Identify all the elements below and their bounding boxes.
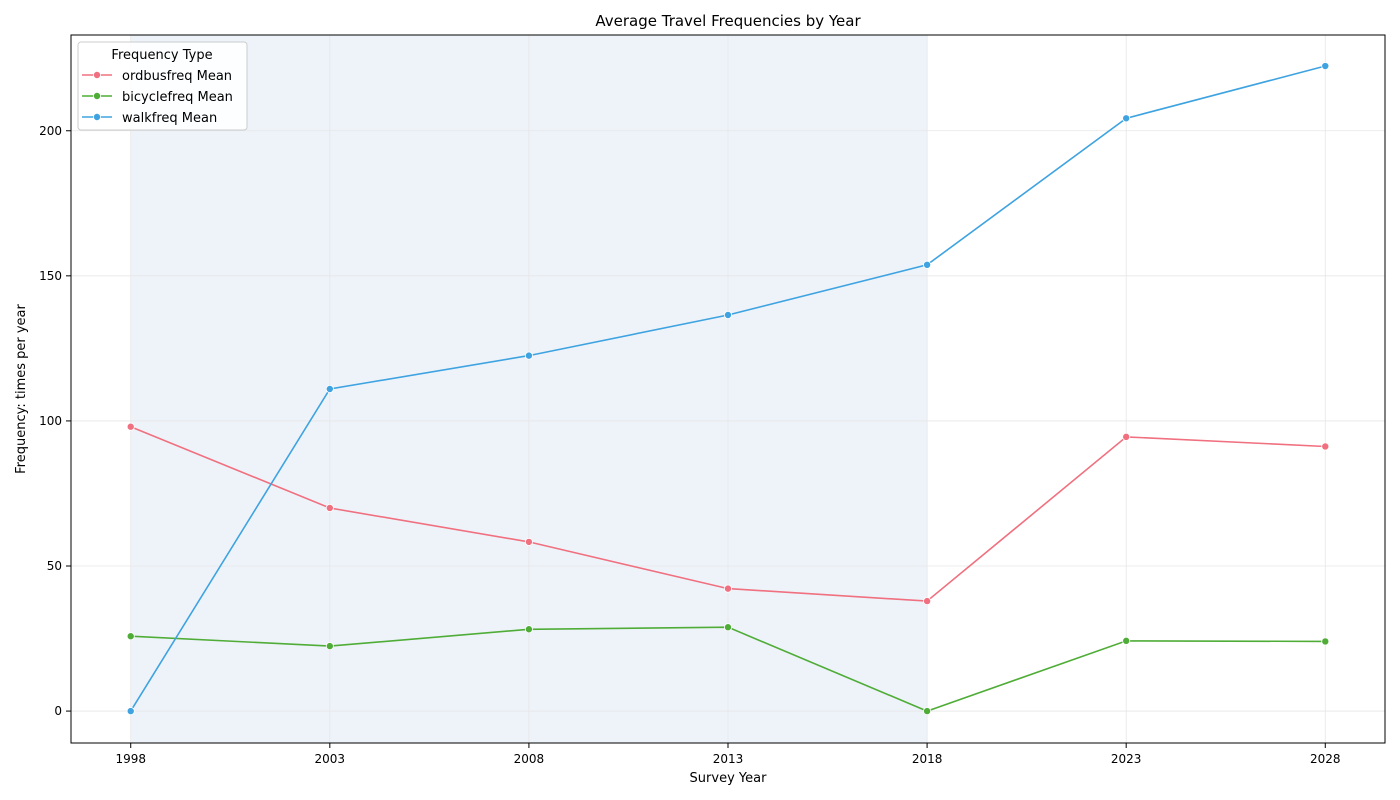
legend-marker bbox=[93, 113, 102, 122]
data-point-1 bbox=[923, 707, 932, 716]
y-tick-label: 200 bbox=[39, 124, 62, 138]
data-point-1 bbox=[524, 625, 533, 634]
data-point-0 bbox=[325, 503, 334, 512]
data-point-2 bbox=[325, 384, 334, 393]
legend-marker bbox=[93, 92, 102, 101]
x-tick-label: 2023 bbox=[1111, 752, 1142, 766]
legend-box bbox=[77, 41, 248, 131]
data-point-0 bbox=[1321, 442, 1330, 451]
data-point-0 bbox=[1122, 432, 1131, 441]
data-point-2 bbox=[524, 351, 533, 360]
data-point-1 bbox=[1321, 637, 1330, 646]
x-tick-label: 2013 bbox=[713, 752, 744, 766]
y-tick-label: 150 bbox=[39, 269, 62, 283]
x-axis-title: Survey Year bbox=[690, 771, 768, 786]
data-point-0 bbox=[724, 584, 733, 593]
data-point-0 bbox=[126, 422, 135, 431]
data-point-1 bbox=[325, 642, 334, 651]
data-point-0 bbox=[923, 597, 932, 606]
data-point-1 bbox=[724, 623, 733, 632]
data-point-0 bbox=[524, 537, 533, 546]
y-tick-label: 0 bbox=[54, 704, 62, 718]
legend-label: bicyclefreq Mean bbox=[122, 90, 233, 105]
y-axis-title: Frequency: times per year bbox=[14, 303, 29, 473]
legend-label: walkfreq Mean bbox=[122, 111, 217, 126]
data-point-2 bbox=[724, 311, 733, 320]
x-tick-label: 1998 bbox=[115, 752, 146, 766]
data-point-1 bbox=[1122, 636, 1131, 645]
data-point-2 bbox=[126, 707, 135, 716]
legend-marker bbox=[93, 71, 102, 80]
legend: Frequency Type ordbusfreq Mean bicyclefre… bbox=[77, 41, 248, 131]
chart-title: Average Travel Frequencies by Year bbox=[595, 12, 861, 30]
data-point-2 bbox=[923, 260, 932, 269]
x-tick-label: 2018 bbox=[912, 752, 943, 766]
plot-area: 1998 2003 2008 2013 2018 2023 2028 0 50 100 150 200 bbox=[39, 34, 1386, 766]
x-tick-label: 2008 bbox=[514, 752, 545, 766]
x-tick-label: 2003 bbox=[315, 752, 346, 766]
data-point-2 bbox=[1321, 62, 1330, 71]
legend-title: Frequency Type bbox=[111, 48, 212, 63]
data-point-1 bbox=[126, 632, 135, 641]
x-tick-label: 2028 bbox=[1310, 752, 1341, 766]
data-point-2 bbox=[1122, 114, 1131, 123]
y-tick-label: 100 bbox=[39, 414, 62, 428]
legend-label: ordbusfreq Mean bbox=[122, 69, 232, 84]
y-tick-label: 50 bbox=[47, 559, 62, 573]
